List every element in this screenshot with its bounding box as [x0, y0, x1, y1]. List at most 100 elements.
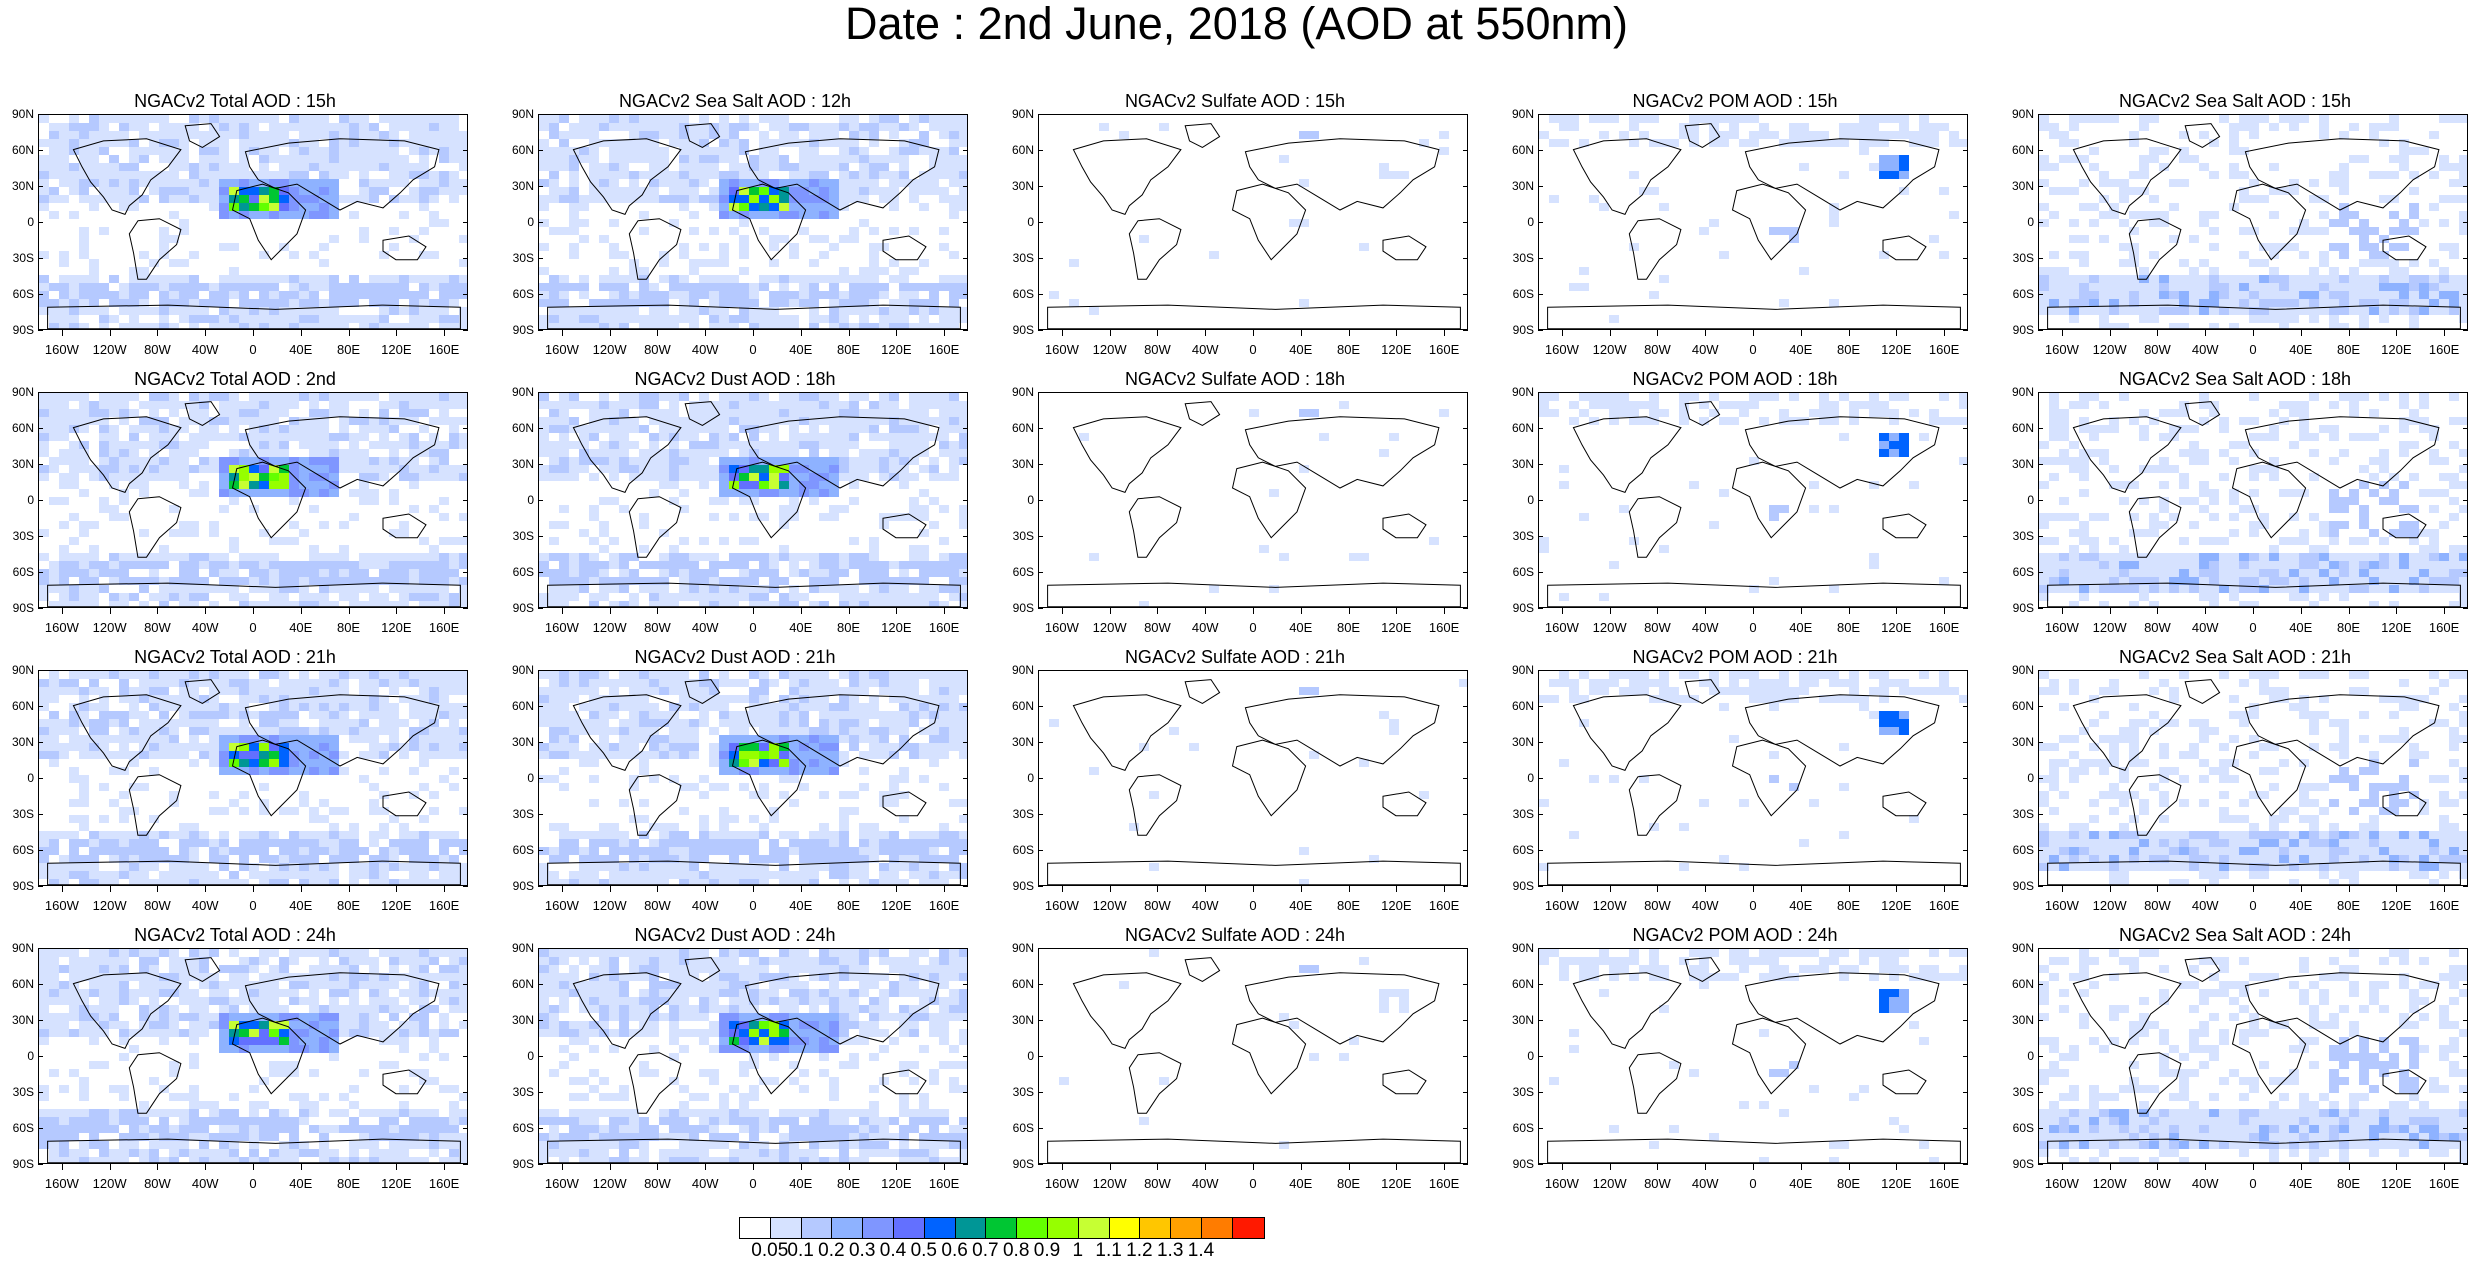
- aod-cell: [359, 425, 369, 433]
- aod-cell: [2049, 393, 2059, 401]
- aod-cell: [149, 553, 159, 561]
- aod-cell: [749, 401, 759, 409]
- aod-cell: [649, 489, 659, 497]
- aod-cell: [639, 267, 649, 275]
- aod-cell: [859, 593, 869, 601]
- aod-cell: [319, 259, 329, 267]
- aod-cell: [779, 235, 789, 243]
- aod-cell: [1939, 123, 1949, 131]
- aod-cell: [2039, 275, 2049, 283]
- aod-cell: [2319, 227, 2329, 235]
- aod-cell: [169, 139, 179, 147]
- aod-cell: [929, 593, 939, 601]
- aod-cell: [849, 553, 859, 561]
- aod-cell: [939, 449, 949, 457]
- aod-cell: [369, 291, 379, 299]
- aod-cell: [2399, 529, 2409, 537]
- aod-cell: [799, 195, 809, 203]
- aod-cell: [1579, 283, 1589, 291]
- aod-cell: [659, 155, 669, 163]
- aod-cell: [1889, 131, 1899, 139]
- aod-cell: [59, 123, 69, 131]
- aod-cell: [2039, 155, 2049, 163]
- aod-cell: [2039, 115, 2049, 123]
- aod-cell: [849, 441, 859, 449]
- aod-cell: [2079, 489, 2089, 497]
- aod-cell: [79, 521, 89, 529]
- aod-cell: [769, 569, 779, 577]
- aod-cell: [679, 307, 689, 315]
- aod-cell: [59, 521, 69, 529]
- aod-cell: [449, 299, 459, 307]
- aod-cell: [2419, 489, 2429, 497]
- aod-cell: [429, 115, 439, 123]
- panel-title: NGACv2 Sulfate AOD : 18h: [1000, 368, 1470, 390]
- aod-cell: [259, 401, 269, 409]
- aod-cell: [869, 537, 879, 545]
- aod-cell: [959, 195, 968, 203]
- aod-cell: [2309, 267, 2319, 275]
- aod-cell: [159, 545, 169, 553]
- aod-cell: [879, 171, 889, 179]
- aod-cell: [879, 307, 889, 315]
- aod-cell: [289, 703, 299, 711]
- aod-cell: [629, 179, 639, 187]
- aod-cell: [559, 401, 569, 409]
- aod-cell: [269, 489, 279, 497]
- aod-cell: [49, 679, 59, 687]
- aod-cell: [1689, 123, 1699, 131]
- latitude-tick: [538, 294, 543, 295]
- aod-cell: [259, 283, 269, 291]
- aod-cell: [629, 593, 639, 601]
- aod-cell: [949, 251, 959, 259]
- aod-cell: [49, 139, 59, 147]
- aod-cell: [439, 409, 449, 417]
- aod-cell: [2449, 417, 2459, 425]
- aod-cell: [329, 449, 339, 457]
- aod-cell: [2099, 115, 2109, 123]
- aod-cell: [2259, 195, 2269, 203]
- aod-cell: [1599, 203, 1609, 211]
- aod-cell: [849, 585, 859, 593]
- aod-cell: [759, 401, 769, 409]
- aod-cell: [2409, 211, 2419, 219]
- aod-cell: [779, 155, 789, 163]
- aod-cell: [239, 457, 249, 465]
- latitude-tick: [2038, 114, 2043, 115]
- aod-cell: [429, 561, 439, 569]
- aod-cell: [179, 561, 189, 569]
- aod-cell: [869, 569, 879, 577]
- aod-cell: [2119, 291, 2129, 299]
- aod-cell: [2319, 291, 2329, 299]
- aod-cell: [209, 679, 219, 687]
- aod-cell: [409, 147, 419, 155]
- aod-cell: [2059, 577, 2069, 585]
- aod-cell: [109, 569, 119, 577]
- aod-cell: [249, 401, 259, 409]
- longitude-label: 40W: [1180, 343, 1230, 357]
- aod-cell: [1119, 131, 1129, 139]
- latitude-tick: [2038, 150, 2043, 151]
- aod-cell: [2379, 235, 2389, 243]
- aod-cell: [149, 703, 159, 711]
- aod-cell: [739, 593, 749, 601]
- aod-cell: [299, 703, 309, 711]
- aod-cell: [2239, 417, 2249, 425]
- aod-cell: [2069, 115, 2079, 123]
- longitude-label: 0: [1728, 621, 1778, 635]
- aod-cell: [689, 171, 699, 179]
- latitude-tick: [2038, 608, 2043, 609]
- panel-title: NGACv2 POM AOD : 15h: [1500, 90, 1970, 112]
- longitude-tick: [1657, 330, 1658, 336]
- longitude-label: 160E: [919, 343, 969, 357]
- aod-cell: [79, 401, 89, 409]
- aod-cell: [729, 441, 739, 449]
- aod-cell: [2129, 211, 2139, 219]
- aod-cell: [709, 283, 719, 291]
- aod-cell: [619, 465, 629, 473]
- aod-cell: [99, 315, 109, 323]
- aod-cell: [1669, 139, 1679, 147]
- aod-cell: [549, 577, 559, 585]
- aod-cell: [1769, 513, 1779, 521]
- aod-cell: [339, 393, 349, 401]
